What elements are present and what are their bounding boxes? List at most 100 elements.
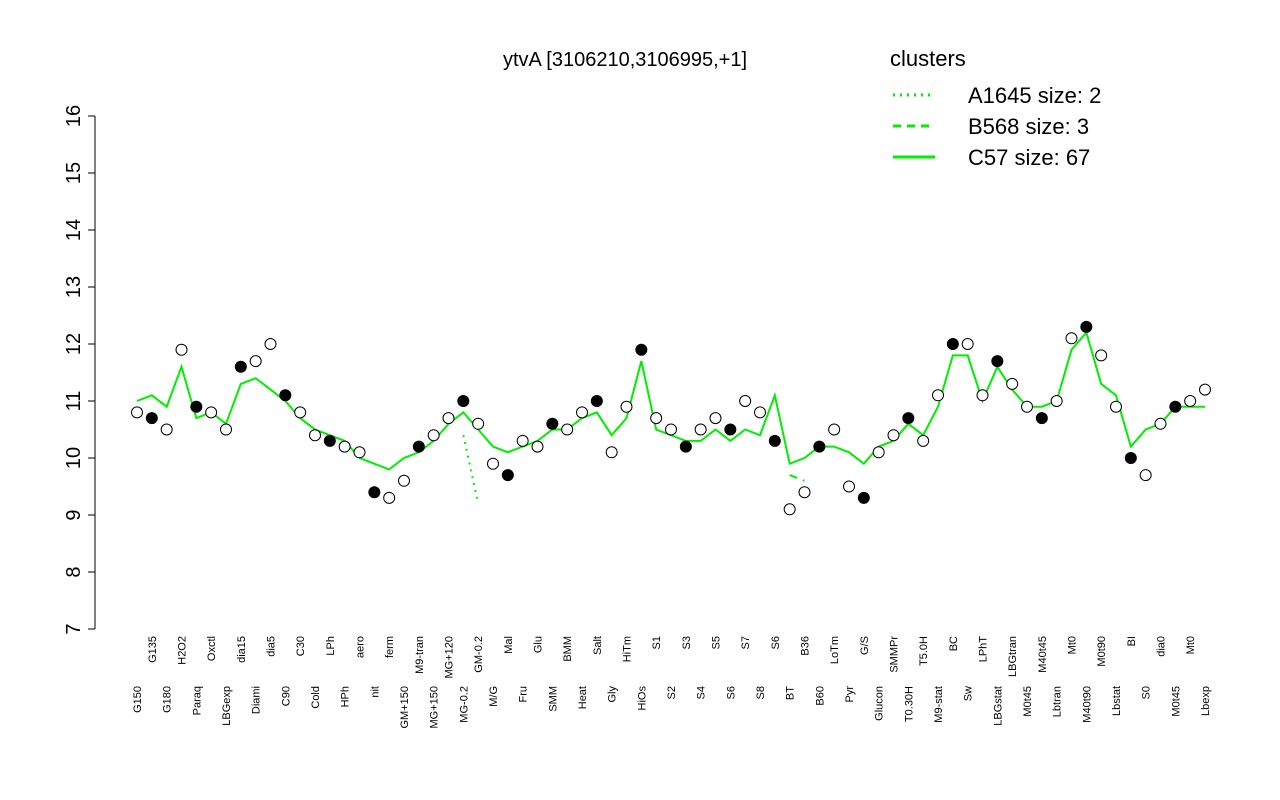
y-tick-label: 9 — [63, 509, 85, 520]
x-tick-label: M0t90 — [1096, 636, 1108, 667]
x-tick-label: S6 — [725, 686, 737, 699]
x-tick-label: T0.30H — [903, 686, 915, 722]
data-point — [1021, 400, 1033, 413]
data-point — [264, 338, 277, 350]
data-point — [1065, 332, 1078, 345]
data-point — [1080, 320, 1093, 333]
x-tick-label: SMM — [547, 686, 559, 712]
y-tick-label: 7 — [63, 623, 85, 634]
data-point — [991, 355, 1004, 368]
x-tick-label: G135 — [147, 636, 159, 663]
x-tick-label: Mal — [503, 636, 515, 654]
series-line — [789, 474, 805, 482]
x-tick-label: G150 — [132, 686, 144, 713]
x-tick-label: Pyr — [844, 686, 856, 703]
data-point — [353, 446, 366, 459]
x-tick-label: LBGexp — [221, 686, 233, 726]
x-tick-label: G/S — [859, 636, 871, 655]
x-tick-label: S3 — [681, 636, 693, 649]
data-point — [976, 389, 989, 402]
x-tick-label: LBGstat — [992, 686, 1004, 726]
x-tick-label: MG-0.2 — [458, 686, 470, 723]
y-tick-label: 16 — [63, 105, 85, 127]
data-point — [1169, 400, 1182, 413]
data-point — [279, 389, 292, 402]
data-point — [1050, 395, 1063, 407]
series-line — [462, 434, 480, 504]
legend-label: A1645 size: 2 — [968, 83, 1101, 108]
x-tick-label: BMM — [562, 636, 574, 662]
data-point — [323, 434, 336, 447]
x-tick-label: H2O2 — [177, 636, 189, 665]
data-point — [932, 389, 944, 402]
data-point — [576, 406, 588, 419]
x-tick-label: Heat — [577, 686, 589, 709]
x-tick-label: M40t90 — [1081, 686, 1093, 723]
x-tick-label: HPh — [340, 686, 352, 707]
x-tick-label: M0t45 — [1022, 686, 1034, 717]
data-point — [887, 429, 900, 442]
x-tick-label: B60 — [814, 686, 826, 706]
x-tick-label: Sw — [963, 686, 975, 701]
x-tick-label: Glu — [533, 636, 545, 653]
x-tick-label: S0 — [1141, 686, 1153, 699]
legend: clusters A1645 size: 2 B568 size: 3 C57 si… — [890, 46, 1101, 170]
x-tick-label: MG+150 — [429, 686, 441, 729]
data-point — [294, 406, 307, 419]
data-point — [590, 395, 603, 407]
x-tick-label: M/G — [488, 686, 500, 707]
data-point — [917, 434, 930, 447]
data-point — [679, 440, 692, 453]
x-tick-label: S8 — [755, 686, 767, 699]
x-tick-label: aero — [355, 636, 367, 658]
x-tick-label: Diami — [251, 686, 263, 714]
data-point — [427, 429, 440, 442]
x-tick-label: T5.0H — [918, 636, 930, 666]
data-point — [828, 423, 841, 436]
x-tick-label: nit — [369, 686, 381, 698]
legend-title: clusters — [890, 46, 966, 71]
x-tick-label: dia0 — [1156, 636, 1168, 657]
x-tick-label: S2 — [666, 686, 678, 699]
data-point — [857, 491, 870, 504]
data-point — [1199, 383, 1211, 396]
data-point — [249, 355, 262, 368]
data-point — [1154, 417, 1167, 430]
x-tick-label: Fru — [518, 686, 530, 703]
data-point — [768, 434, 781, 447]
x-tick-label: S7 — [740, 636, 752, 649]
x-tick-label: M9-stat — [933, 686, 945, 723]
x-tick-label: Gly — [607, 686, 619, 703]
data-point — [531, 440, 544, 453]
x-tick-label: C30 — [295, 636, 307, 656]
series-line — [136, 330, 1205, 471]
data-point — [457, 395, 470, 407]
data-point — [487, 457, 499, 470]
x-tick-label: S5 — [711, 636, 723, 649]
data-point — [843, 480, 855, 493]
x-tick-label: BT — [785, 686, 797, 700]
data-point — [754, 406, 766, 419]
chart-title: ytvA [3106210,3106995,+1] — [503, 49, 747, 71]
x-tick-label: HiOs — [636, 686, 648, 711]
data-point — [472, 417, 485, 430]
data-point — [1035, 412, 1048, 425]
data-point — [961, 338, 974, 350]
x-tick-label: B36 — [800, 636, 812, 656]
x-tick-label: Lbstat — [1111, 686, 1123, 716]
y-tick-label: 13 — [63, 276, 85, 298]
x-tick-label: BI — [1126, 636, 1138, 646]
x-tick-label: Paraq — [191, 686, 203, 715]
data-point — [620, 400, 633, 413]
data-point — [665, 423, 677, 436]
data-point — [160, 423, 173, 436]
x-tick-label: ferm — [384, 636, 396, 658]
data-point — [442, 412, 455, 425]
x-tick-label: GM+150 — [399, 686, 411, 729]
x-tick-label: S4 — [696, 686, 708, 699]
data-point — [902, 412, 915, 425]
x-tick-label: C90 — [280, 686, 292, 706]
data-point — [412, 440, 425, 453]
x-tick-label: G180 — [162, 686, 174, 713]
legend-label: B568 size: 3 — [968, 114, 1089, 139]
